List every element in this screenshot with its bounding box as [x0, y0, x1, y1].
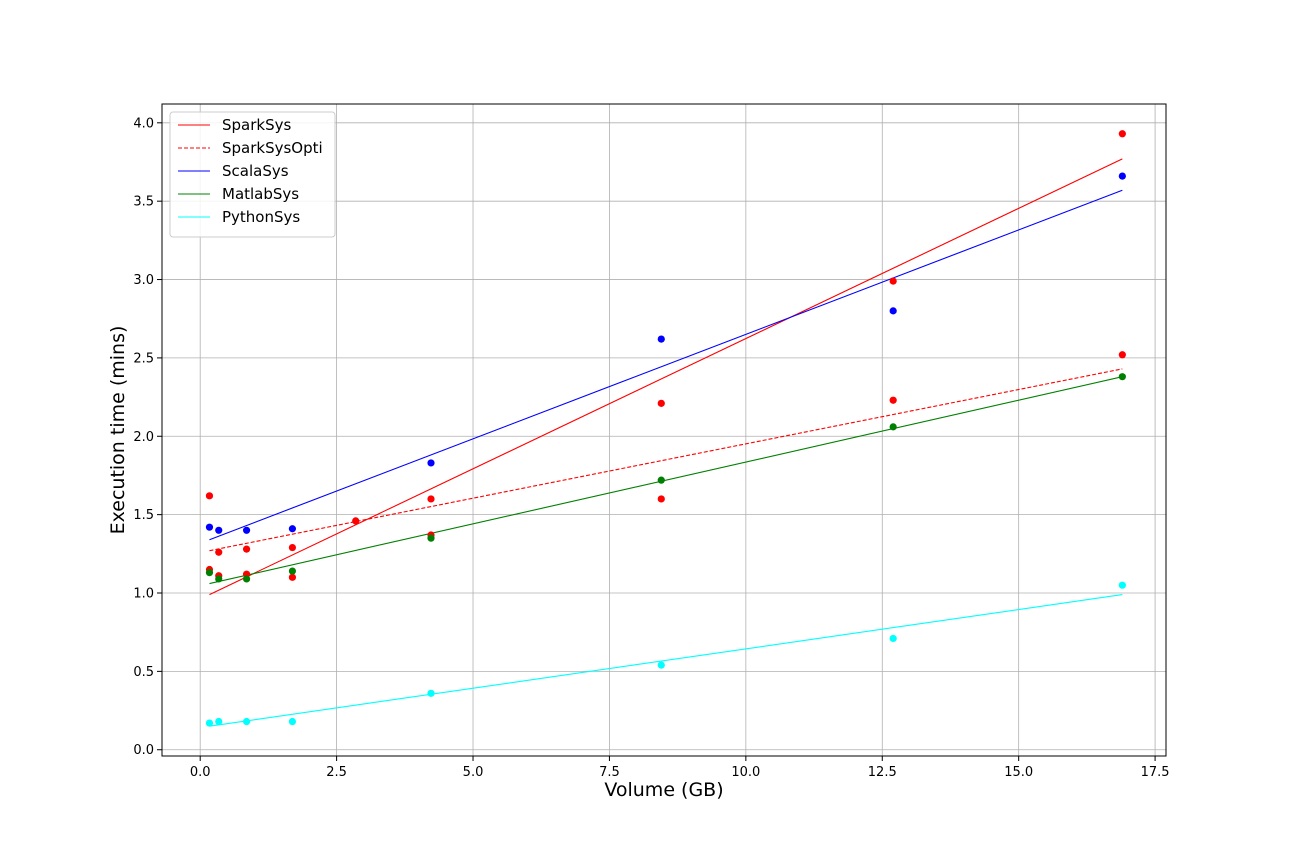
x-tick-label: 12.5 [868, 765, 897, 780]
point-scalasys [242, 526, 251, 534]
point-pythonsys [657, 661, 665, 669]
y-tick-label: 1.0 [133, 587, 154, 602]
point-pythonsys [215, 717, 223, 726]
y-tick-label: 1.5 [133, 508, 154, 523]
x-tick-label: 0.0 [190, 765, 211, 780]
point-scalasys [657, 335, 665, 343]
y-tick-label: 4.0 [133, 116, 154, 131]
ticks-layer: 0.0 2.5 5.0 7.5 10.0 12.5 15.0 17.5 0.0 0.5 1.0 1.5… [133, 116, 1169, 780]
plot-frame [161, 103, 1167, 757]
legend-label-sparksys: SparkSys [222, 116, 291, 134]
x-tick-label: 7.5 [599, 765, 620, 780]
point-matlabsys [1118, 373, 1126, 381]
point-scalasys [215, 526, 223, 534]
fit-line-pythonsys [209, 594, 1123, 727]
legend-label-sparksysopti: SparkSysOpti [222, 139, 323, 157]
point-matlabsys [288, 567, 297, 575]
x-axis-label: Volume (GB) [604, 779, 723, 801]
fit-line-matlabsys [209, 376, 1123, 585]
x-tick-label: 15.0 [1004, 765, 1033, 780]
point-pythonsys [242, 717, 251, 726]
point-sparksys [215, 548, 223, 556]
y-tick-label: 3.0 [133, 273, 154, 288]
point-matlabsys [205, 569, 214, 577]
point-sparksys [205, 492, 214, 500]
point-pythonsys [889, 634, 897, 643]
x-tick-label: 10.0 [731, 765, 760, 780]
point-scalasys [889, 307, 897, 315]
point-pythonsys [205, 719, 214, 727]
point-scalasys [205, 523, 214, 531]
fit-lines-layer [209, 158, 1123, 727]
scatter-points-layer [205, 130, 1126, 727]
y-tick-label: 2.0 [133, 430, 154, 445]
x-tick-label: 2.5 [326, 765, 347, 780]
point-pythonsys [288, 717, 297, 726]
point-scalasys [288, 525, 297, 533]
y-tick-label: 0.0 [133, 743, 154, 758]
point-sparksys [288, 543, 297, 552]
point-sparksysopti [889, 396, 897, 404]
y-tick-label: 2.5 [133, 351, 154, 366]
point-sparksys [889, 277, 897, 285]
point-sparksysopti [657, 495, 665, 503]
legend-label-scalasys: ScalaSys [222, 162, 289, 180]
point-matlabsys [427, 534, 435, 542]
point-matlabsys [242, 575, 251, 583]
legend-box [169, 111, 336, 238]
point-sparksysopti [1118, 351, 1126, 359]
fit-line-scalasys [209, 189, 1123, 541]
x-tick-label: 5.0 [463, 765, 484, 780]
point-pythonsys [427, 689, 435, 697]
point-sparksys [1118, 130, 1126, 138]
point-pythonsys [1118, 581, 1126, 589]
legend-label-pythonsys: PythonSys [222, 208, 300, 226]
point-sparksys [352, 517, 360, 525]
fit-line-sparksysopti [209, 368, 1123, 552]
point-sparksysopti [288, 573, 297, 581]
x-tick-label: 17.5 [1141, 765, 1170, 780]
fit-line-sparksys [209, 158, 1123, 596]
point-matlabsys [215, 575, 223, 583]
point-sparksys [427, 495, 435, 503]
point-sparksys [657, 399, 665, 407]
legend: SparkSys SparkSysOpti ScalaSys MatlabSys Pyt… [169, 111, 336, 238]
point-scalasys [1118, 172, 1126, 180]
y-axis-label: Execution time (mins) [107, 326, 129, 535]
point-matlabsys [657, 476, 665, 484]
grid-layer [162, 104, 1166, 756]
point-matlabsys [889, 423, 897, 431]
legend-label-matlabsys: MatlabSys [222, 185, 299, 203]
y-tick-label: 3.5 [133, 195, 154, 210]
point-scalasys [427, 459, 435, 467]
point-sparksys [242, 545, 251, 553]
y-tick-label: 0.5 [133, 665, 154, 680]
